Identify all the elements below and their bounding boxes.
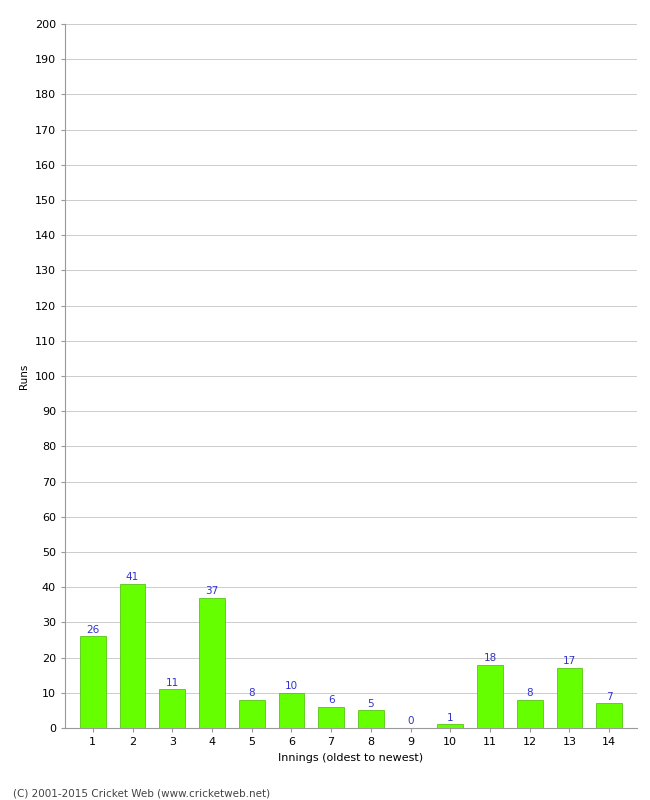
Text: (C) 2001-2015 Cricket Web (www.cricketweb.net): (C) 2001-2015 Cricket Web (www.cricketwe… xyxy=(13,788,270,798)
Bar xyxy=(239,700,265,728)
Text: 7: 7 xyxy=(606,691,612,702)
Text: 5: 5 xyxy=(367,698,374,709)
Text: 8: 8 xyxy=(248,688,255,698)
Text: 11: 11 xyxy=(166,678,179,687)
X-axis label: Innings (oldest to newest): Innings (oldest to newest) xyxy=(278,753,424,762)
Text: 6: 6 xyxy=(328,695,335,705)
Text: 17: 17 xyxy=(563,656,576,666)
Bar xyxy=(358,710,384,728)
Bar xyxy=(477,665,503,728)
Bar xyxy=(80,637,106,728)
Bar xyxy=(120,584,146,728)
Bar xyxy=(437,725,463,728)
Text: 41: 41 xyxy=(126,572,139,582)
Bar xyxy=(159,690,185,728)
Bar xyxy=(556,668,582,728)
Bar xyxy=(318,707,344,728)
Bar xyxy=(278,693,304,728)
Text: 26: 26 xyxy=(86,625,99,634)
Bar xyxy=(199,598,225,728)
Bar xyxy=(517,700,543,728)
Text: 0: 0 xyxy=(408,716,414,726)
Y-axis label: Runs: Runs xyxy=(20,363,29,389)
Text: 8: 8 xyxy=(526,688,533,698)
Bar xyxy=(596,703,622,728)
Text: 18: 18 xyxy=(484,653,497,663)
Text: 10: 10 xyxy=(285,681,298,691)
Text: 37: 37 xyxy=(205,586,218,596)
Text: 1: 1 xyxy=(447,713,454,722)
